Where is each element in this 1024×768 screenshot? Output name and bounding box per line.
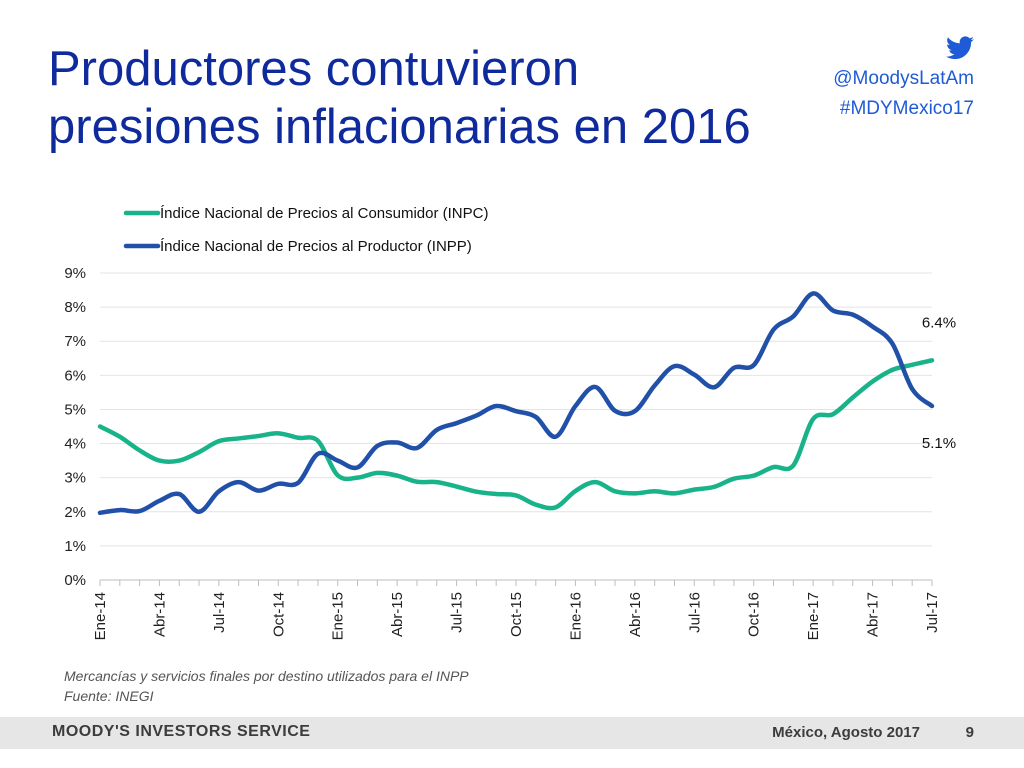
- x-tick-label: Jul-14: [211, 592, 228, 633]
- x-tick-label: Ene-15: [330, 592, 347, 640]
- footer-brand: MOODY'S INVESTORS SERVICE: [52, 723, 311, 740]
- x-tick-label: Abr-16: [627, 592, 644, 637]
- footer-bar: MOODY'S INVESTORS SERVICE México, Agosto…: [0, 717, 1024, 749]
- hashtag-link[interactable]: #MDYMexico17: [839, 98, 974, 119]
- line-chart: Índice Nacional de Precios al Consumidor…: [64, 205, 956, 640]
- series-line-inpp: [97, 291, 935, 516]
- end-labels: 6.4% 5.1%: [922, 314, 956, 452]
- x-tick-label: Oct-15: [508, 592, 525, 637]
- x-tick-label: Abr-15: [389, 592, 406, 637]
- y-tick-label: 6%: [64, 367, 86, 384]
- twitter-bird-icon[interactable]: [833, 36, 974, 62]
- footnote-source: Fuente: INEGI: [64, 688, 154, 704]
- legend-label: Índice Nacional de Precios al Consumidor…: [160, 205, 488, 222]
- twitter-handle-link[interactable]: @MoodysLatAm: [833, 68, 974, 89]
- y-tick-label: 7%: [64, 333, 86, 350]
- end-label: 6.4%: [922, 314, 956, 331]
- x-tick-label: Abr-14: [151, 592, 168, 637]
- page-number: 9: [965, 724, 974, 741]
- chart-legend: Índice Nacional de Precios al Consumidor…: [123, 205, 488, 255]
- x-axis: Ene-14 Abr-14 Jul-14 Oct-14 Ene-15 Abr-15 Jul-…: [92, 579, 941, 640]
- social-block: @MoodysLatAm #MDYMexico17: [833, 36, 974, 124]
- x-tick-label: Abr-17: [865, 592, 882, 637]
- x-tick-label: Ene-17: [805, 592, 822, 640]
- y-tick-label: 4%: [64, 436, 86, 453]
- chart-footnote: Mercancías y servicios finales por desti…: [64, 666, 469, 706]
- series-line-inpc: [97, 358, 935, 511]
- y-axis: 0% 1% 2% 3% 4% 5% 6% 7% 8% 9%: [64, 265, 86, 589]
- slide-title-line-1: Productores contuvieron: [48, 42, 580, 96]
- footer-date: México, Agosto 2017: [772, 724, 920, 741]
- slide-title-line-2: presiones inflacionarias en 2016: [48, 100, 751, 154]
- x-tick-label: Ene-14: [92, 592, 109, 640]
- y-tick-label: 9%: [64, 265, 86, 282]
- y-tick-label: 0%: [64, 572, 86, 589]
- legend-label: Índice Nacional de Precios al Productor …: [160, 238, 472, 255]
- y-tick-label: 5%: [64, 401, 86, 418]
- slide-title: Productores contuvieron presiones inflac…: [48, 40, 828, 156]
- y-tick-label: 8%: [64, 299, 86, 316]
- end-label: 5.1%: [922, 435, 956, 452]
- x-tick-label: Oct-14: [270, 592, 287, 637]
- footnote-line-1: Mercancías y servicios finales por desti…: [64, 668, 469, 684]
- x-tick-label: Jul-15: [449, 592, 466, 633]
- y-tick-label: 1%: [64, 538, 86, 555]
- x-tick-label: Jul-16: [686, 592, 703, 633]
- y-tick-label: 3%: [64, 470, 86, 487]
- x-tick-label: Ene-16: [567, 592, 584, 640]
- x-tick-label: Oct-16: [746, 592, 763, 637]
- y-tick-label: 2%: [64, 504, 86, 521]
- x-tick-label: Jul-17: [924, 592, 941, 633]
- chart-series: [97, 291, 935, 516]
